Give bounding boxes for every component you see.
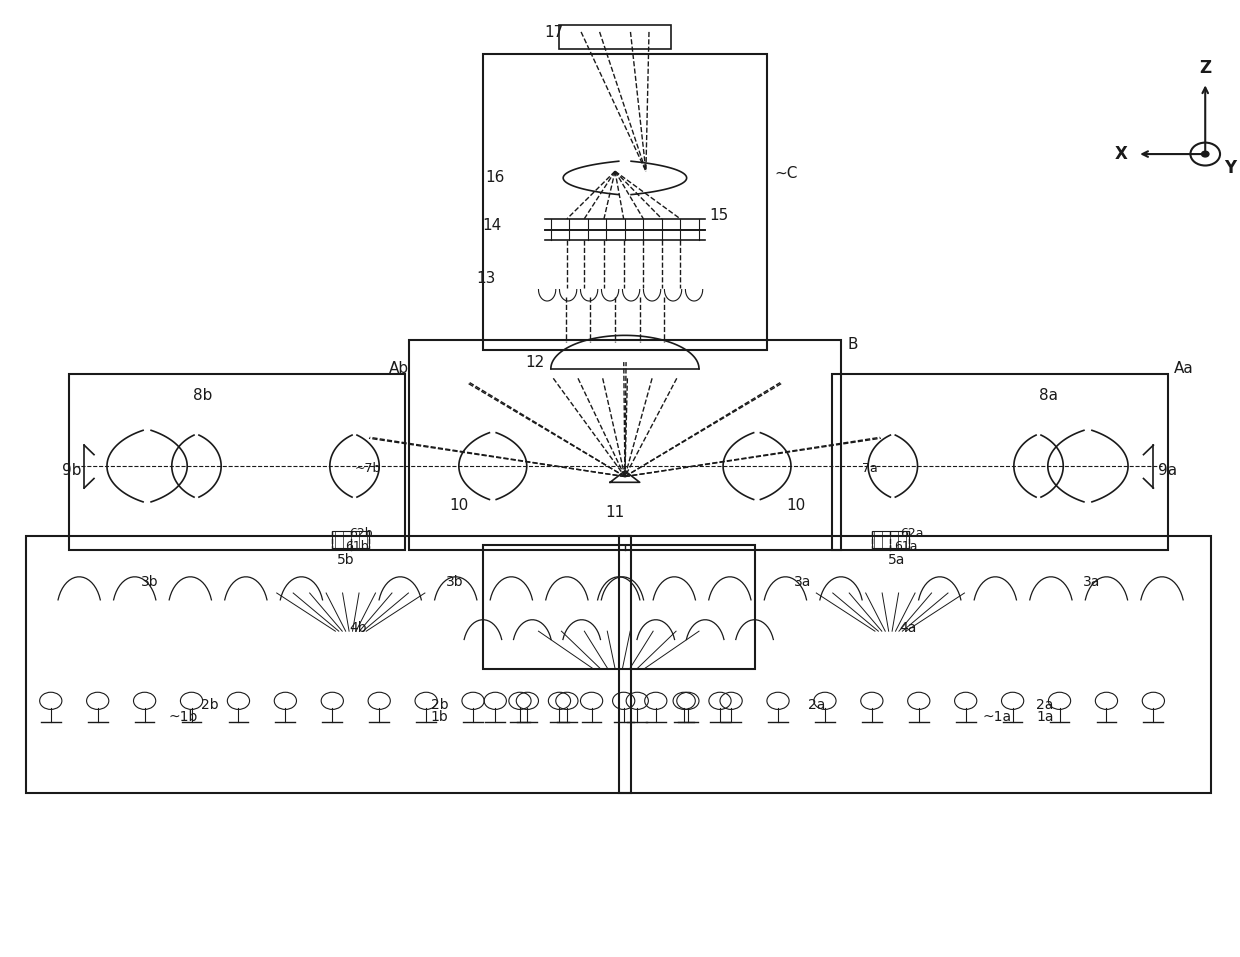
- Text: 3b: 3b: [141, 574, 159, 589]
- Text: ~1b: ~1b: [169, 710, 197, 724]
- Text: ~1a: ~1a: [983, 710, 1012, 724]
- Text: Ab: Ab: [388, 361, 409, 376]
- Text: 2a: 2a: [1037, 698, 1054, 712]
- Text: Y: Y: [1224, 160, 1236, 177]
- Text: 7a: 7a: [862, 462, 878, 476]
- Text: 11: 11: [605, 505, 625, 521]
- Text: 62a: 62a: [900, 527, 924, 541]
- Bar: [482, 545, 755, 669]
- Text: 3a: 3a: [794, 574, 811, 589]
- Bar: [69, 373, 405, 550]
- Text: 2a: 2a: [807, 698, 825, 712]
- Text: 4a: 4a: [899, 621, 916, 635]
- Bar: [482, 54, 766, 349]
- Bar: [409, 340, 841, 550]
- Text: 5a: 5a: [888, 552, 905, 567]
- Text: 10: 10: [449, 498, 469, 513]
- Text: 9a: 9a: [1158, 463, 1178, 478]
- Text: X: X: [1115, 145, 1127, 163]
- Text: 1a: 1a: [1037, 710, 1054, 724]
- Text: ~7b: ~7b: [355, 462, 381, 476]
- Text: 14: 14: [482, 218, 501, 234]
- Bar: [332, 531, 370, 548]
- Text: 61a: 61a: [894, 540, 918, 553]
- Circle shape: [1202, 151, 1209, 157]
- Text: 8a: 8a: [1039, 388, 1058, 403]
- Text: 10: 10: [786, 498, 806, 513]
- Text: 4b: 4b: [350, 621, 367, 635]
- Text: 5b: 5b: [337, 552, 355, 567]
- Text: ~C: ~C: [774, 166, 797, 181]
- Text: Z: Z: [1199, 59, 1211, 78]
- Text: 3b: 3b: [446, 574, 464, 589]
- Text: B: B: [847, 338, 858, 352]
- Text: 3a: 3a: [1083, 574, 1100, 589]
- Text: 9b: 9b: [62, 463, 82, 478]
- Text: 12: 12: [526, 355, 544, 369]
- Bar: [832, 373, 1168, 550]
- Text: 2b: 2b: [201, 698, 219, 712]
- Text: 62b: 62b: [350, 527, 373, 541]
- Text: 8b: 8b: [192, 388, 212, 403]
- Text: 16: 16: [486, 170, 505, 186]
- Text: 1b: 1b: [430, 710, 449, 724]
- Bar: [559, 25, 671, 49]
- Text: 2b: 2b: [430, 698, 449, 712]
- Bar: [26, 536, 631, 793]
- Text: 17: 17: [544, 26, 563, 40]
- Text: 13: 13: [476, 271, 495, 285]
- Bar: [619, 536, 1211, 793]
- Text: Aa: Aa: [1174, 361, 1194, 376]
- Text: 15: 15: [709, 208, 728, 223]
- Text: 61b: 61b: [345, 540, 368, 553]
- Bar: [872, 531, 909, 548]
